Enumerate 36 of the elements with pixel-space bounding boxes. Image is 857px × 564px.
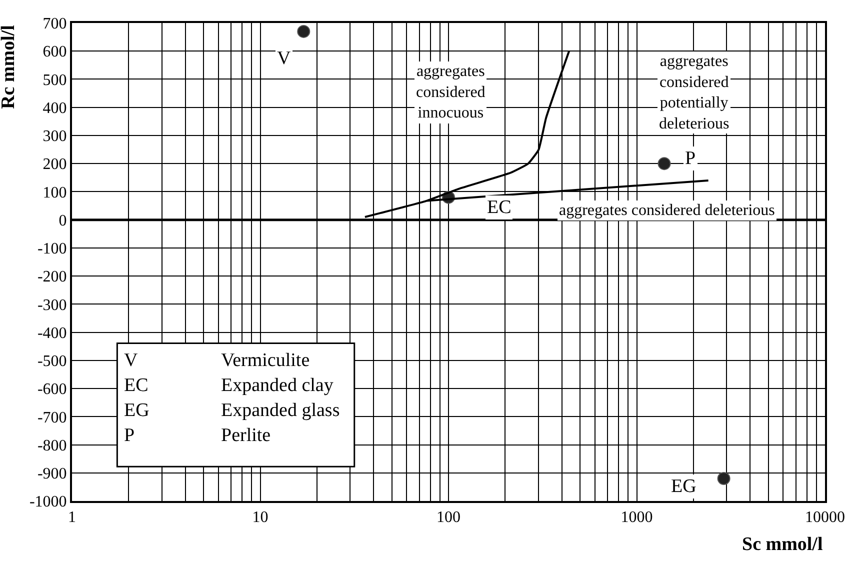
y-tick-label: -200 [37, 268, 67, 286]
x-tick-label: 1 [68, 509, 76, 526]
x-axis-title: Sc mmol/l [742, 534, 823, 555]
y-tick-label: -500 [37, 353, 67, 370]
y-tick-label: 400 [42, 100, 67, 117]
annotation: aggregates considered innocuous [416, 63, 486, 122]
y-tick-label: -700 [37, 409, 67, 426]
text: V Vermiculite [124, 350, 310, 371]
x-tick-label: 1000 [620, 509, 653, 526]
annotation: V [277, 48, 291, 69]
annotation: aggregates considered potentially deleterious [659, 53, 730, 132]
annotation: aggregates considered deleterious [559, 202, 775, 219]
x-tick-label: 10000 [805, 509, 845, 526]
y-tick-label: 100 [42, 184, 67, 202]
y-tick-label: 200 [42, 156, 67, 174]
y-tick-label: -100 [37, 240, 67, 258]
y-tick-label: -400 [37, 324, 67, 342]
annotation: EC [487, 197, 512, 218]
y-tick-label: -800 [37, 437, 67, 454]
y-tick-label: -300 [37, 296, 67, 314]
annotation: P [685, 148, 696, 169]
y-tick-label: -600 [37, 381, 67, 398]
y-tick-label: -1000 [29, 494, 67, 511]
y-tick-label: 500 [42, 72, 67, 89]
y-tick-label: 600 [42, 44, 67, 61]
x-tick-label: 10 [252, 509, 268, 526]
text: P Perlite [124, 425, 271, 446]
y-tick-label: 700 [42, 16, 67, 33]
annotation: EG [671, 476, 697, 497]
y-tick-label: -900 [37, 465, 67, 482]
text: EC Expanded clay [124, 375, 334, 396]
y-tick-label: 0 [58, 212, 67, 230]
y-axis-title: Rc mmol/l [0, 25, 19, 109]
y-tick-label: 300 [42, 128, 67, 146]
text: EG Expanded glass [124, 400, 340, 421]
x-tick-label: 100 [436, 509, 460, 526]
